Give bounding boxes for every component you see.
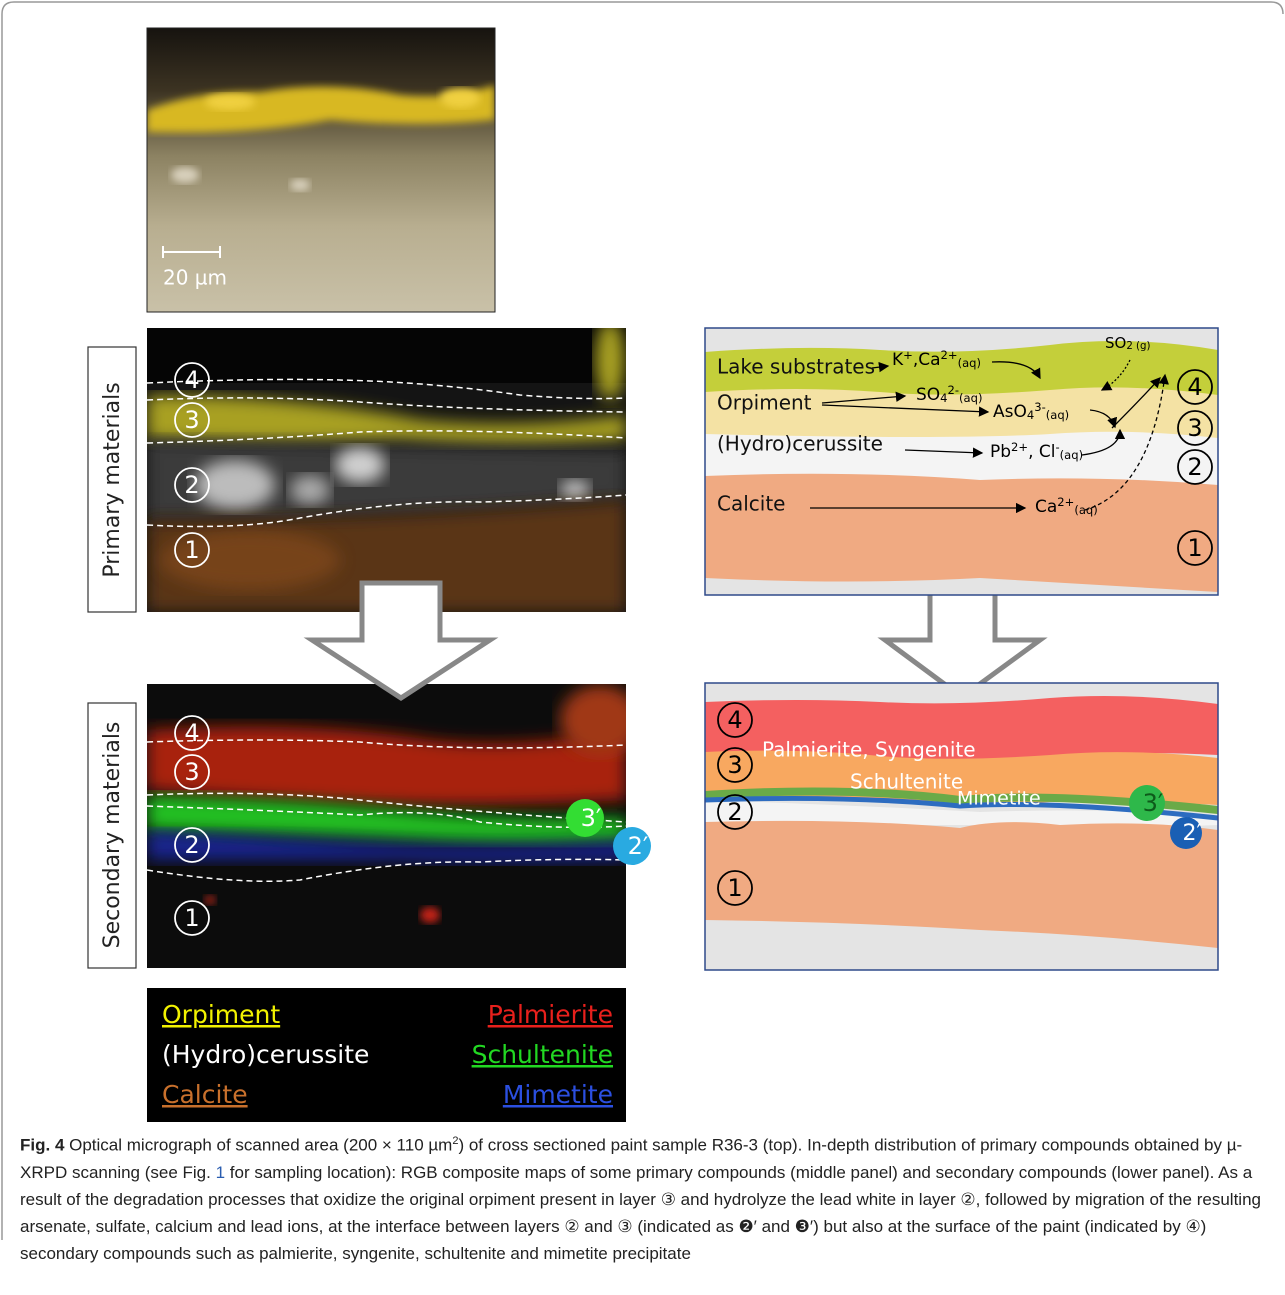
ion-part: SO	[1105, 334, 1126, 352]
ion-part: 2+	[941, 348, 958, 362]
ion-part: ,Ca	[913, 350, 941, 370]
legend-entry: Palmierite	[488, 1000, 613, 1029]
compound-label: Schultenite	[850, 770, 963, 794]
material-label: Lake substrates	[717, 355, 875, 379]
material-label: (Hydro)cerussite	[717, 432, 883, 456]
down-arrow	[885, 578, 1040, 697]
figure-link[interactable]: 1	[216, 1163, 225, 1182]
ion-part: 2+	[1057, 495, 1074, 509]
ion-part: 4	[940, 391, 947, 405]
material-label: Calcite	[717, 492, 785, 516]
layer-number: 2	[184, 471, 199, 499]
ion-part: AsO	[993, 402, 1027, 422]
panel-label: Secondary materials	[100, 722, 125, 949]
layer-number: 3	[1187, 414, 1202, 442]
ion-part: , Cl	[1028, 442, 1055, 462]
layer-number: 1	[727, 874, 742, 902]
material-label: Orpiment	[717, 391, 812, 415]
ion-part: SO	[916, 385, 940, 405]
ion-part: (aq)	[958, 356, 981, 370]
layer-number: 1	[1187, 534, 1202, 562]
layer-number: 2	[727, 798, 742, 826]
layer-number: 3′	[581, 804, 602, 832]
ion-part: Ca	[1035, 497, 1057, 517]
caption-text: Fig. 4	[20, 1136, 64, 1155]
secondary-map	[147, 684, 640, 968]
panel-label: Primary materials	[100, 382, 125, 577]
layer-number: 2′	[1183, 821, 1202, 846]
ion-part: (aq)	[1074, 503, 1097, 517]
ion-part: 3-	[1034, 400, 1046, 414]
legend-entry: Schultenite	[472, 1040, 613, 1069]
ion-part: 2-	[948, 383, 960, 397]
ion-part: (aq)	[1046, 408, 1069, 422]
compound-label: Mimetite	[957, 788, 1041, 810]
legend-entry: (Hydro)cerussite	[162, 1040, 369, 1069]
ion-part: 4	[1027, 408, 1034, 422]
ion-part: +	[903, 348, 913, 362]
layer-number: 4	[727, 706, 742, 734]
ion-part: Pb	[990, 442, 1011, 462]
figure: 20 µm Primary materials Secondary material…	[0, 0, 1285, 1295]
layer-number: 2′	[628, 832, 649, 860]
ion-part: 2+	[1011, 440, 1028, 454]
legend-entry: Mimetite	[503, 1080, 613, 1109]
layer-number: 3	[727, 751, 742, 779]
layer-number: 3	[184, 406, 199, 434]
layer-number: 4	[184, 366, 199, 394]
caption-text: Optical micrograph of scanned area (200 …	[64, 1136, 452, 1155]
ion-part: 2 (g)	[1126, 341, 1150, 352]
caption: Fig. 4 Optical micrograph of scanned are…	[20, 1128, 1265, 1267]
layer-number: 2	[184, 831, 199, 859]
page: 20 µm Primary materials Secondary material…	[0, 0, 1285, 1295]
layer-number: 1	[184, 904, 199, 932]
compound-label: Palmierite, Syngenite	[762, 738, 976, 762]
scale-bar-label: 20 µm	[163, 266, 227, 290]
secondary-scheme	[705, 683, 1218, 970]
ion-part: (aq)	[959, 391, 982, 405]
primary-map	[147, 320, 626, 612]
layer-number: 4	[1187, 373, 1202, 401]
legend-entry: Calcite	[162, 1080, 248, 1109]
layer-number: 3′	[1143, 789, 1164, 817]
layer-number: 1	[184, 536, 199, 564]
legend-entry: Orpiment	[162, 1000, 280, 1029]
layer-number: 3	[184, 758, 199, 786]
ion-part: (aq)	[1060, 448, 1083, 462]
layer-number: 4	[184, 719, 199, 747]
layer-number: 2	[1187, 453, 1202, 481]
